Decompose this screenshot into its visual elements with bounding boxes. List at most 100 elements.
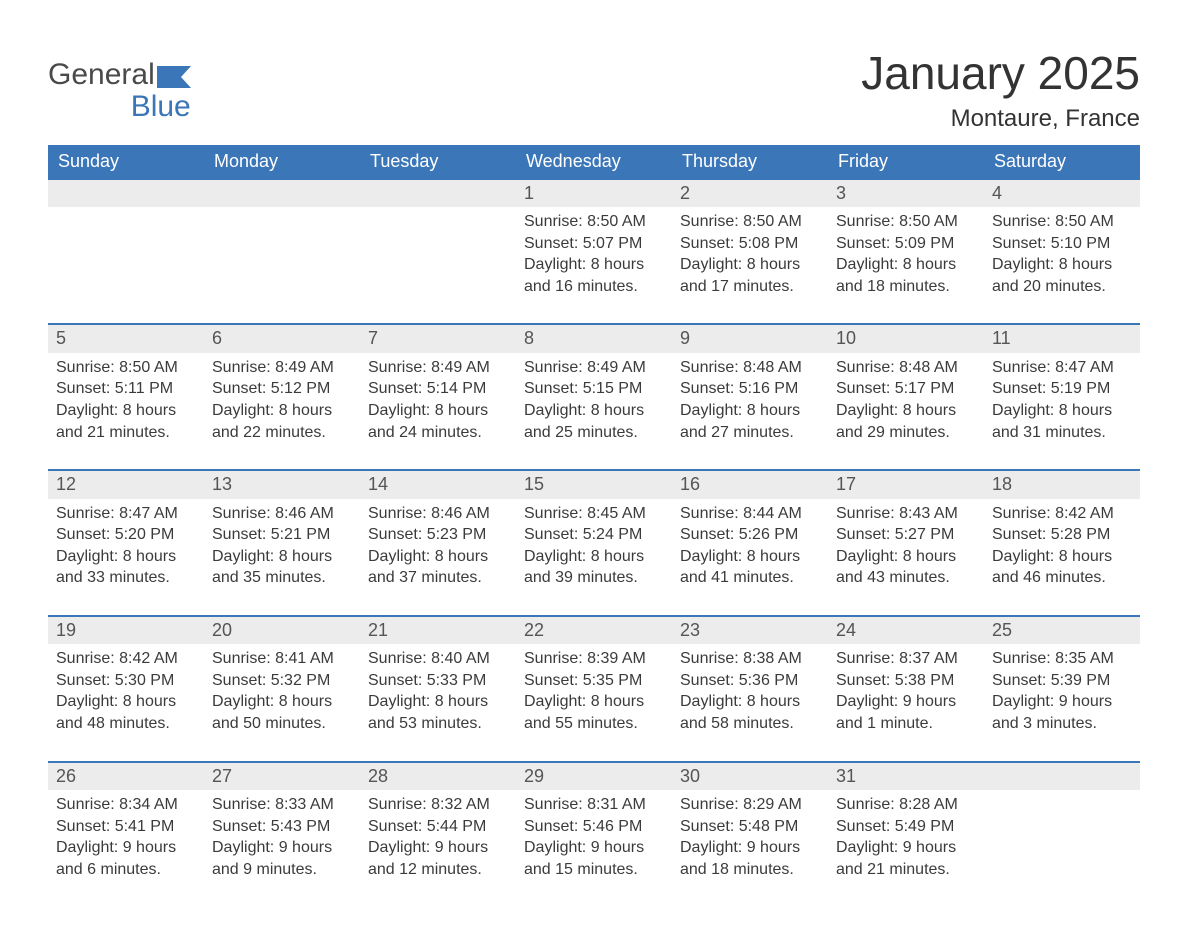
sunset-line: Sunset: 5:32 PM [212,670,352,692]
calendar-table: SundayMondayTuesdayWednesdayThursdayFrid… [48,145,1140,907]
sunrise-line: Sunrise: 8:33 AM [212,794,352,816]
sunrise-line: Sunrise: 8:50 AM [836,211,976,233]
sunrise-line: Sunrise: 8:31 AM [524,794,664,816]
day-details: Sunrise: 8:39 AMSunset: 5:35 PMDaylight:… [516,644,672,760]
daylight-line-1: Daylight: 9 hours [524,837,664,859]
daylight-line-2: and 22 minutes. [212,422,352,444]
sunrise-line: Sunrise: 8:45 AM [524,503,664,525]
day-details: Sunrise: 8:38 AMSunset: 5:36 PMDaylight:… [672,644,828,760]
sunrise-line: Sunrise: 8:42 AM [56,648,196,670]
sunset-line: Sunset: 5:46 PM [524,816,664,838]
day-number: 13 [204,471,360,498]
daylight-line-2: and 15 minutes. [524,859,664,881]
sunrise-line: Sunrise: 8:49 AM [368,357,508,379]
sunset-line: Sunset: 5:30 PM [56,670,196,692]
sunset-line: Sunset: 5:33 PM [368,670,508,692]
month-title: January 2025 [861,48,1140,99]
day-number [984,763,1140,790]
day-details: Sunrise: 8:33 AMSunset: 5:43 PMDaylight:… [204,790,360,906]
day-number: 10 [828,325,984,352]
daylight-line-1: Daylight: 8 hours [368,400,508,422]
sunrise-line: Sunrise: 8:39 AM [524,648,664,670]
day-number [204,180,360,207]
brand-logo-text: General Blue [48,60,191,122]
daylight-line-1: Daylight: 8 hours [680,546,820,568]
calendar-week: 19Sunrise: 8:42 AMSunset: 5:30 PMDayligh… [48,615,1140,761]
day-details: Sunrise: 8:28 AMSunset: 5:49 PMDaylight:… [828,790,984,906]
daylight-line-1: Daylight: 8 hours [524,546,664,568]
sunrise-line: Sunrise: 8:37 AM [836,648,976,670]
daylight-line-1: Daylight: 8 hours [212,400,352,422]
day-details: Sunrise: 8:29 AMSunset: 5:48 PMDaylight:… [672,790,828,906]
calendar-day: 23Sunrise: 8:38 AMSunset: 5:36 PMDayligh… [672,615,828,761]
day-number [360,180,516,207]
daylight-line-1: Daylight: 8 hours [992,400,1132,422]
calendar-day: 1Sunrise: 8:50 AMSunset: 5:07 PMDaylight… [516,178,672,324]
sunset-line: Sunset: 5:16 PM [680,378,820,400]
sunrise-line: Sunrise: 8:44 AM [680,503,820,525]
daylight-line-2: and 41 minutes. [680,567,820,589]
sunset-line: Sunset: 5:24 PM [524,524,664,546]
sunrise-line: Sunrise: 8:50 AM [524,211,664,233]
daylight-line-2: and 29 minutes. [836,422,976,444]
calendar-day: 28Sunrise: 8:32 AMSunset: 5:44 PMDayligh… [360,761,516,907]
calendar-day: 6Sunrise: 8:49 AMSunset: 5:12 PMDaylight… [204,323,360,469]
daylight-line-2: and 33 minutes. [56,567,196,589]
day-number: 26 [48,763,204,790]
sunrise-line: Sunrise: 8:46 AM [368,503,508,525]
day-details: Sunrise: 8:50 AMSunset: 5:09 PMDaylight:… [828,207,984,323]
calendar-day: 7Sunrise: 8:49 AMSunset: 5:14 PMDaylight… [360,323,516,469]
calendar-day: 26Sunrise: 8:34 AMSunset: 5:41 PMDayligh… [48,761,204,907]
day-details [360,207,516,317]
day-number: 12 [48,471,204,498]
sunrise-line: Sunrise: 8:32 AM [368,794,508,816]
daylight-line-1: Daylight: 9 hours [836,837,976,859]
daylight-line-2: and 39 minutes. [524,567,664,589]
day-number: 11 [984,325,1140,352]
day-details: Sunrise: 8:47 AMSunset: 5:20 PMDaylight:… [48,499,204,615]
day-number: 24 [828,617,984,644]
calendar-day: 11Sunrise: 8:47 AMSunset: 5:19 PMDayligh… [984,323,1140,469]
daylight-line-2: and 21 minutes. [836,859,976,881]
sunrise-line: Sunrise: 8:46 AM [212,503,352,525]
calendar-day: 14Sunrise: 8:46 AMSunset: 5:23 PMDayligh… [360,469,516,615]
day-details: Sunrise: 8:31 AMSunset: 5:46 PMDaylight:… [516,790,672,906]
location-label: Montaure, France [861,105,1140,133]
daylight-line-1: Daylight: 9 hours [680,837,820,859]
day-number: 6 [204,325,360,352]
daylight-line-1: Daylight: 8 hours [680,254,820,276]
weekday-header: Thursday [672,145,828,178]
day-number: 31 [828,763,984,790]
daylight-line-1: Daylight: 9 hours [212,837,352,859]
daylight-line-2: and 12 minutes. [368,859,508,881]
daylight-line-2: and 18 minutes. [836,276,976,298]
daylight-line-2: and 9 minutes. [212,859,352,881]
day-details: Sunrise: 8:47 AMSunset: 5:19 PMDaylight:… [984,353,1140,469]
day-details: Sunrise: 8:35 AMSunset: 5:39 PMDaylight:… [984,644,1140,760]
sunrise-line: Sunrise: 8:47 AM [992,357,1132,379]
calendar-week: 26Sunrise: 8:34 AMSunset: 5:41 PMDayligh… [48,761,1140,907]
day-details: Sunrise: 8:40 AMSunset: 5:33 PMDaylight:… [360,644,516,760]
day-number: 8 [516,325,672,352]
sunset-line: Sunset: 5:36 PM [680,670,820,692]
day-details: Sunrise: 8:49 AMSunset: 5:15 PMDaylight:… [516,353,672,469]
daylight-line-2: and 25 minutes. [524,422,664,444]
calendar-header-row: SundayMondayTuesdayWednesdayThursdayFrid… [48,145,1140,178]
calendar-week: 1Sunrise: 8:50 AMSunset: 5:07 PMDaylight… [48,178,1140,324]
daylight-line-2: and 31 minutes. [992,422,1132,444]
sunset-line: Sunset: 5:43 PM [212,816,352,838]
daylight-line-2: and 18 minutes. [680,859,820,881]
daylight-line-2: and 17 minutes. [680,276,820,298]
daylight-line-1: Daylight: 9 hours [368,837,508,859]
brand-blue: Blue [88,92,191,122]
calendar-day: 20Sunrise: 8:41 AMSunset: 5:32 PMDayligh… [204,615,360,761]
day-number: 3 [828,180,984,207]
daylight-line-2: and 27 minutes. [680,422,820,444]
calendar-day: 2Sunrise: 8:50 AMSunset: 5:08 PMDaylight… [672,178,828,324]
calendar-day: 29Sunrise: 8:31 AMSunset: 5:46 PMDayligh… [516,761,672,907]
calendar-day: 5Sunrise: 8:50 AMSunset: 5:11 PMDaylight… [48,323,204,469]
day-details: Sunrise: 8:34 AMSunset: 5:41 PMDaylight:… [48,790,204,906]
daylight-line-1: Daylight: 9 hours [992,691,1132,713]
sunrise-line: Sunrise: 8:29 AM [680,794,820,816]
sunrise-line: Sunrise: 8:50 AM [992,211,1132,233]
